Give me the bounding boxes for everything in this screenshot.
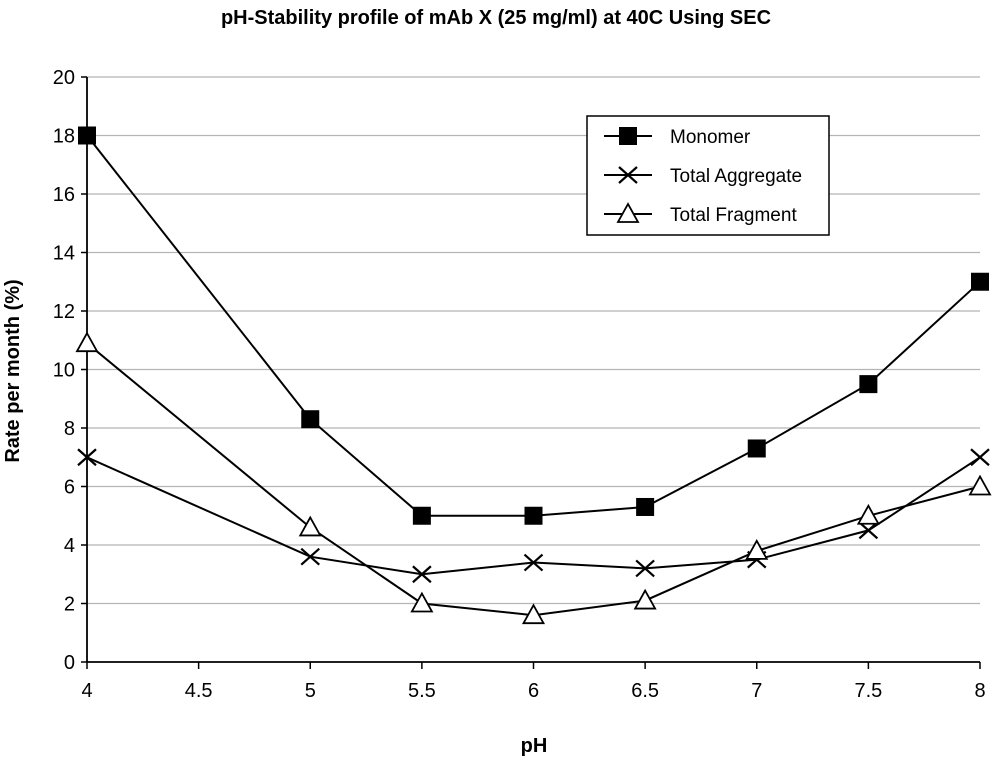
y-tick-label-0: 0 — [64, 652, 75, 674]
legend-label-1: Total Aggregate — [670, 166, 802, 187]
series-1-point-4 — [635, 559, 655, 578]
legend-marker-2 — [616, 202, 640, 223]
y-tick-label-2: 4 — [64, 535, 75, 557]
series-1-point-6 — [858, 521, 879, 540]
x-axis-title: pH — [521, 735, 548, 757]
series-2-point-0 — [75, 331, 99, 353]
x-tick-label-2: 5 — [305, 680, 316, 702]
series-0-point-5 — [747, 439, 766, 458]
x-tick-label-6: 7 — [751, 680, 762, 702]
series-line-2 — [86, 342, 981, 617]
y-tick-label-3: 6 — [64, 477, 75, 499]
series-1-point-3 — [523, 553, 544, 572]
legend-marker-0 — [619, 127, 637, 145]
series-2-point-1 — [298, 515, 322, 537]
x-tick-label-0: 4 — [81, 680, 92, 702]
y-tick-label-4: 8 — [64, 418, 75, 440]
y-tick-label-5: 10 — [53, 360, 75, 382]
series-0-point-7 — [971, 272, 989, 291]
series-2-point-4 — [633, 588, 657, 610]
x-tick-label-1: 4.5 — [185, 680, 213, 702]
x-tick-label-4: 6 — [528, 680, 539, 702]
y-tick-label-1: 2 — [64, 594, 75, 616]
series-line-1 — [86, 456, 981, 576]
axes: 0 2 4 6 8 10 12 14 16 18 20 4 4.5 5 5.5 6 6.5 7 7.5 8 — [53, 67, 986, 702]
y-tick-label-9: 18 — [53, 126, 75, 148]
chart-title: pH-Stability profile of mAb X (25 mg/ml)… — [221, 7, 771, 29]
y-tick-label-10: 20 — [53, 67, 75, 89]
series-0-point-3 — [524, 506, 543, 525]
x-tick-label-7: 7.5 — [854, 680, 882, 702]
y-tick-label-6: 12 — [53, 301, 75, 323]
y-tick-label-8: 16 — [53, 184, 75, 206]
y-tick-label-7: 14 — [53, 243, 75, 265]
series-0-point-0 — [78, 126, 96, 145]
legend: Monomer Total Aggregate Total Fragment — [586, 115, 830, 236]
legend-label-2: Total Fragment — [670, 205, 797, 226]
series-2-point-6 — [856, 503, 880, 525]
series-0-point-4 — [636, 497, 655, 516]
series-1-point-7 — [970, 448, 990, 467]
series-2-point-5 — [745, 538, 769, 560]
x-tick-label-5: 6.5 — [631, 680, 659, 702]
legend-marker-1 — [618, 166, 638, 184]
series-1-point-1 — [300, 547, 320, 566]
y-axis-title: Rate per month (%) — [2, 279, 24, 462]
series-line-0 — [86, 134, 981, 517]
series-2-point-3 — [521, 603, 546, 625]
gridlines — [87, 76, 980, 605]
series-2-point-7 — [968, 474, 992, 496]
series-2-point-2 — [410, 591, 434, 613]
x-tick-label-3: 5.5 — [408, 680, 436, 702]
x-tick-label-8: 8 — [974, 680, 985, 702]
series-0-point-6 — [859, 375, 878, 394]
series-1-point-0 — [77, 448, 97, 467]
series — [75, 126, 992, 625]
series-0-point-2 — [412, 506, 431, 525]
series-0-point-1 — [301, 410, 320, 429]
legend-label-0: Monomer — [670, 127, 751, 148]
series-1-point-2 — [412, 565, 432, 584]
